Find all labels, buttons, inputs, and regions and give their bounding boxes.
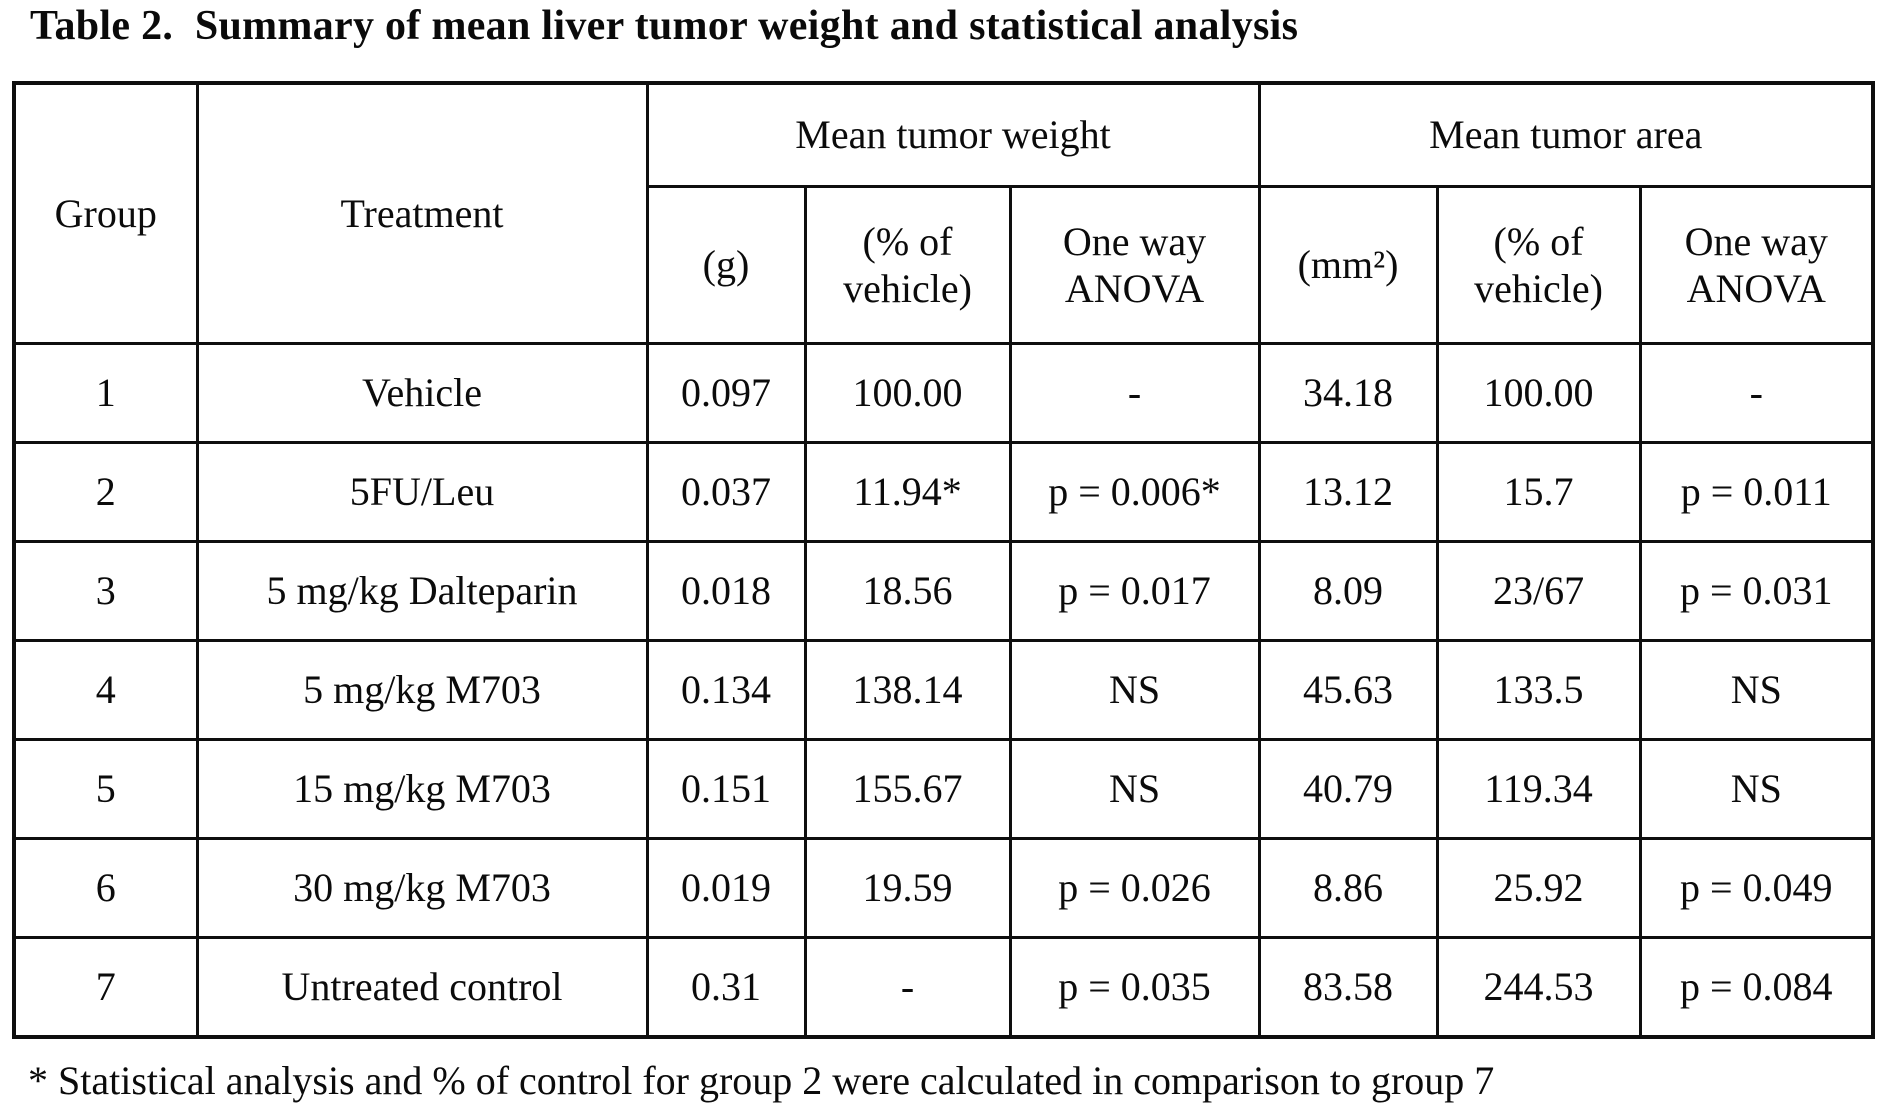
table-title: Table 2. Summary of mean liver tumor wei… bbox=[30, 3, 1299, 49]
subheader-area-anova: One way ANOVA bbox=[1638, 185, 1875, 345]
cell-area-mm2: 8.86 bbox=[1257, 837, 1439, 939]
cell-area-mm2: 83.58 bbox=[1257, 936, 1439, 1039]
cell-weight-pct: 100.00 bbox=[803, 342, 1012, 444]
cell-area-pct: 244.53 bbox=[1435, 936, 1642, 1039]
cell-weight-anova: - bbox=[1008, 342, 1261, 444]
table-row: 1 Vehicle 0.097 100.00 - 34.18 100.00 - bbox=[12, 342, 1875, 444]
cell-area-pct: 119.34 bbox=[1435, 738, 1642, 840]
cell-area-pct: 133.5 bbox=[1435, 639, 1642, 741]
cell-area-pct: 25.92 bbox=[1435, 837, 1642, 939]
cell-group: 4 bbox=[12, 639, 199, 741]
cell-group: 5 bbox=[12, 738, 199, 840]
header-mean-tumor-weight: Mean tumor weight bbox=[645, 81, 1261, 188]
cell-area-mm2: 8.09 bbox=[1257, 540, 1439, 642]
cell-treatment: Untreated control bbox=[195, 936, 649, 1039]
cell-treatment: 5 mg/kg Dalteparin bbox=[195, 540, 649, 642]
header-mean-tumor-area: Mean tumor area bbox=[1257, 81, 1875, 188]
cell-area-anova: NS bbox=[1638, 738, 1875, 840]
header-treatment: Treatment bbox=[195, 81, 649, 345]
cell-weight-pct: 138.14 bbox=[803, 639, 1012, 741]
subheader-area-mm2: (mm²) bbox=[1257, 185, 1439, 345]
table-row: 4 5 mg/kg M703 0.134 138.14 NS 45.63 133… bbox=[12, 639, 1875, 741]
table-row: 2 5FU/Leu 0.037 11.94* p = 0.006* 13.12 … bbox=[12, 441, 1875, 543]
cell-weight-anova: p = 0.017 bbox=[1008, 540, 1261, 642]
subheader-weight-g: (g) bbox=[645, 185, 807, 345]
cell-weight-g: 0.134 bbox=[645, 639, 807, 741]
header-row-units: (g) (% of vehicle) One way ANOVA (mm²) (… bbox=[14, 185, 1875, 345]
cell-treatment: 15 mg/kg M703 bbox=[195, 738, 649, 840]
cell-weight-g: 0.037 bbox=[645, 441, 807, 543]
cell-group: 2 bbox=[12, 441, 199, 543]
table-row: 7 Untreated control 0.31 - p = 0.035 83.… bbox=[12, 936, 1875, 1039]
subheader-weight-anova: One way ANOVA bbox=[1008, 185, 1261, 345]
cell-area-anova: p = 0.084 bbox=[1638, 936, 1875, 1039]
cell-weight-pct: - bbox=[803, 936, 1012, 1039]
cell-group: 3 bbox=[12, 540, 199, 642]
cell-weight-g: 0.151 bbox=[645, 738, 807, 840]
cell-treatment: 5 mg/kg M703 bbox=[195, 639, 649, 741]
cell-group: 6 bbox=[12, 837, 199, 939]
cell-area-anova: p = 0.031 bbox=[1638, 540, 1875, 642]
cell-weight-pct: 11.94* bbox=[803, 441, 1012, 543]
cell-area-pct: 15.7 bbox=[1435, 441, 1642, 543]
table-row: 5 15 mg/kg M703 0.151 155.67 NS 40.79 11… bbox=[12, 738, 1875, 840]
cell-area-anova: - bbox=[1638, 342, 1875, 444]
header-row-groups: Group Treatment Mean tumor weight Mean t… bbox=[12, 81, 1875, 345]
cell-weight-pct: 155.67 bbox=[803, 738, 1012, 840]
cell-weight-g: 0.018 bbox=[645, 540, 807, 642]
cell-weight-pct: 19.59 bbox=[803, 837, 1012, 939]
subheader-weight-pct-vehicle: (% of vehicle) bbox=[803, 185, 1012, 345]
cell-treatment: 30 mg/kg M703 bbox=[195, 837, 649, 939]
cell-area-mm2: 13.12 bbox=[1257, 441, 1439, 543]
cell-weight-g: 0.019 bbox=[645, 837, 807, 939]
cell-area-mm2: 40.79 bbox=[1257, 738, 1439, 840]
footnote: * Statistical analysis and % of control … bbox=[28, 1058, 1495, 1103]
cell-area-anova: NS bbox=[1638, 639, 1875, 741]
data-table: Group Treatment Mean tumor weight Mean t… bbox=[12, 81, 1876, 1039]
cell-weight-pct: 18.56 bbox=[803, 540, 1012, 642]
cell-area-mm2: 45.63 bbox=[1257, 639, 1439, 741]
cell-group: 7 bbox=[12, 936, 199, 1039]
subheader-area-pct-vehicle: (% of vehicle) bbox=[1435, 185, 1642, 345]
cell-group: 1 bbox=[12, 342, 199, 444]
cell-treatment: Vehicle bbox=[195, 342, 649, 444]
cell-area-pct: 100.00 bbox=[1435, 342, 1642, 444]
cell-area-mm2: 34.18 bbox=[1257, 342, 1439, 444]
cell-weight-anova: NS bbox=[1008, 639, 1261, 741]
cell-weight-anova: p = 0.006* bbox=[1008, 441, 1261, 543]
cell-area-anova: p = 0.049 bbox=[1638, 837, 1875, 939]
cell-area-pct: 23/67 bbox=[1435, 540, 1642, 642]
table-row: 3 5 mg/kg Dalteparin 0.018 18.56 p = 0.0… bbox=[12, 540, 1875, 642]
table-row: 6 30 mg/kg M703 0.019 19.59 p = 0.026 8.… bbox=[12, 837, 1875, 939]
cell-weight-anova: p = 0.035 bbox=[1008, 936, 1261, 1039]
header-group: Group bbox=[12, 81, 199, 345]
cell-weight-g: 0.097 bbox=[645, 342, 807, 444]
cell-treatment: 5FU/Leu bbox=[195, 441, 649, 543]
cell-area-anova: p = 0.011 bbox=[1638, 441, 1875, 543]
cell-weight-anova: NS bbox=[1008, 738, 1261, 840]
cell-weight-g: 0.31 bbox=[645, 936, 807, 1039]
cell-weight-anova: p = 0.026 bbox=[1008, 837, 1261, 939]
